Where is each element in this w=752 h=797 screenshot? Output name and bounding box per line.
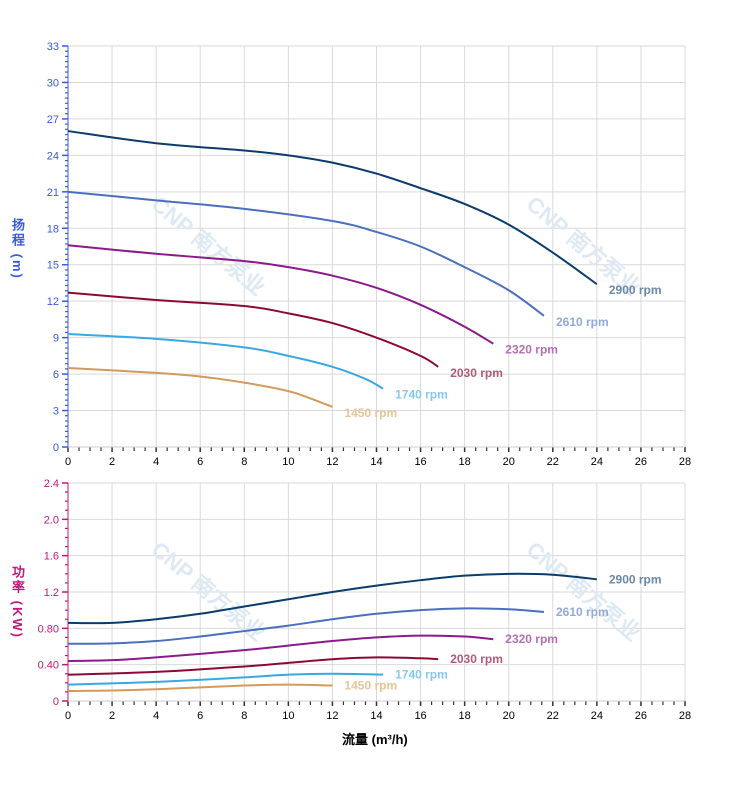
head-y-tick-label: 27 <box>47 114 59 126</box>
head-x-tick-label: 8 <box>241 456 247 468</box>
head-curve-2320-rpm <box>67 244 494 345</box>
head-series-label: 2030 rpm <box>450 366 503 380</box>
head-curve-2610-rpm <box>67 190 545 317</box>
head-y-tick-label: 18 <box>47 223 59 235</box>
power-x-tick-label: 20 <box>503 710 515 722</box>
power-x-tick-label: 28 <box>679 710 691 722</box>
flow-axis-label: 流量 (m³/h) <box>342 732 408 747</box>
power-curve-2610-rpm <box>67 607 545 645</box>
power-series-label: 2320 rpm <box>505 632 558 646</box>
power-x-tick-label: 18 <box>459 710 471 722</box>
head-x-tick-label: 10 <box>282 456 294 468</box>
power-y-tick-label: 0.40 <box>38 660 59 672</box>
power-curve-2900-rpm <box>67 572 597 625</box>
power-series-label: 2610 rpm <box>556 605 609 619</box>
power-y-tick-label: 1.6 <box>44 551 59 563</box>
head-curve-2030-rpm <box>67 291 439 368</box>
power-x-tick-label: 2 <box>109 710 115 722</box>
head-y-tick-label: 21 <box>47 187 59 199</box>
power-x-tick-label: 16 <box>414 710 426 722</box>
head-series-label: 2900 rpm <box>609 283 662 297</box>
power-x-tick-label: 0 <box>65 710 71 722</box>
head-x-tick-label: 18 <box>459 456 471 468</box>
head-curve-2900-rpm <box>67 130 598 285</box>
head-y-tick-label: 15 <box>47 260 59 272</box>
power-x-tick-label: 8 <box>241 710 247 722</box>
head-y-tick-label: 9 <box>53 333 59 345</box>
power-x-tick-label: 6 <box>197 710 203 722</box>
power-x-tick-label: 10 <box>282 710 294 722</box>
head-x-tick-label: 0 <box>65 456 71 468</box>
power-y-tick-label: 0.80 <box>38 623 59 635</box>
power-curve-1450-rpm <box>67 683 333 693</box>
power-y-tick-label: 1.2 <box>44 587 59 599</box>
power-x-tick-label: 24 <box>591 710 603 722</box>
head-y-tick-label: 24 <box>47 150 59 162</box>
head-curve-1450-rpm <box>67 367 333 408</box>
power-series-label: 2030 rpm <box>450 652 503 666</box>
power-x-tick-label: 22 <box>547 710 559 722</box>
power-x-tick-label: 26 <box>635 710 647 722</box>
head-curve-1740-rpm <box>67 332 384 390</box>
head-y-tick-label: 3 <box>53 406 59 418</box>
head-x-tick-label: 28 <box>679 456 691 468</box>
power-y-tick-label: 2.0 <box>44 514 59 526</box>
power-series-label: 1740 rpm <box>395 668 448 682</box>
head-y-tick-label: 33 <box>47 41 59 53</box>
head-x-tick-label: 26 <box>635 456 647 468</box>
head-x-tick-label: 12 <box>326 456 338 468</box>
head-x-tick-label: 20 <box>503 456 515 468</box>
head-x-tick-label: 24 <box>591 456 603 468</box>
power-y-tick-label: 0 <box>53 696 59 708</box>
head-y-tick-label: 30 <box>47 77 59 89</box>
head-axis-label: 扬程 (m) <box>10 218 25 280</box>
power-series-label: 2900 rpm <box>609 572 662 586</box>
power-curve-2030-rpm <box>67 656 439 676</box>
head-y-tick-label: 6 <box>53 369 59 381</box>
head-series-label: 2610 rpm <box>556 315 609 329</box>
watermark-logo: CNP 南方泵业 <box>147 191 270 300</box>
head-y-tick-label: 0 <box>53 442 59 454</box>
power-x-tick-label: 14 <box>370 710 382 722</box>
head-x-tick-label: 16 <box>414 456 426 468</box>
head-x-tick-label: 6 <box>197 456 203 468</box>
head-series-label: 2320 rpm <box>505 343 558 357</box>
head-x-tick-label: 2 <box>109 456 115 468</box>
power-x-tick-label: 4 <box>153 710 159 722</box>
head-x-tick-label: 22 <box>547 456 559 468</box>
head-x-tick-label: 4 <box>153 456 159 468</box>
head-x-tick-label: 14 <box>370 456 382 468</box>
head-series-label: 1740 rpm <box>395 388 448 402</box>
power-axis-label: 功率 (KW) <box>10 565 25 639</box>
power-curve-2320-rpm <box>67 634 494 663</box>
power-curve-1740-rpm <box>67 672 384 686</box>
power-series-label: 1450 rpm <box>344 679 397 693</box>
power-y-tick-label: 2.4 <box>44 478 59 490</box>
watermark-logo: CNP 南方泵业 <box>522 537 645 646</box>
head-series-label: 1450 rpm <box>344 406 397 420</box>
head-y-tick-label: 12 <box>47 296 59 308</box>
power-x-tick-label: 12 <box>326 710 338 722</box>
